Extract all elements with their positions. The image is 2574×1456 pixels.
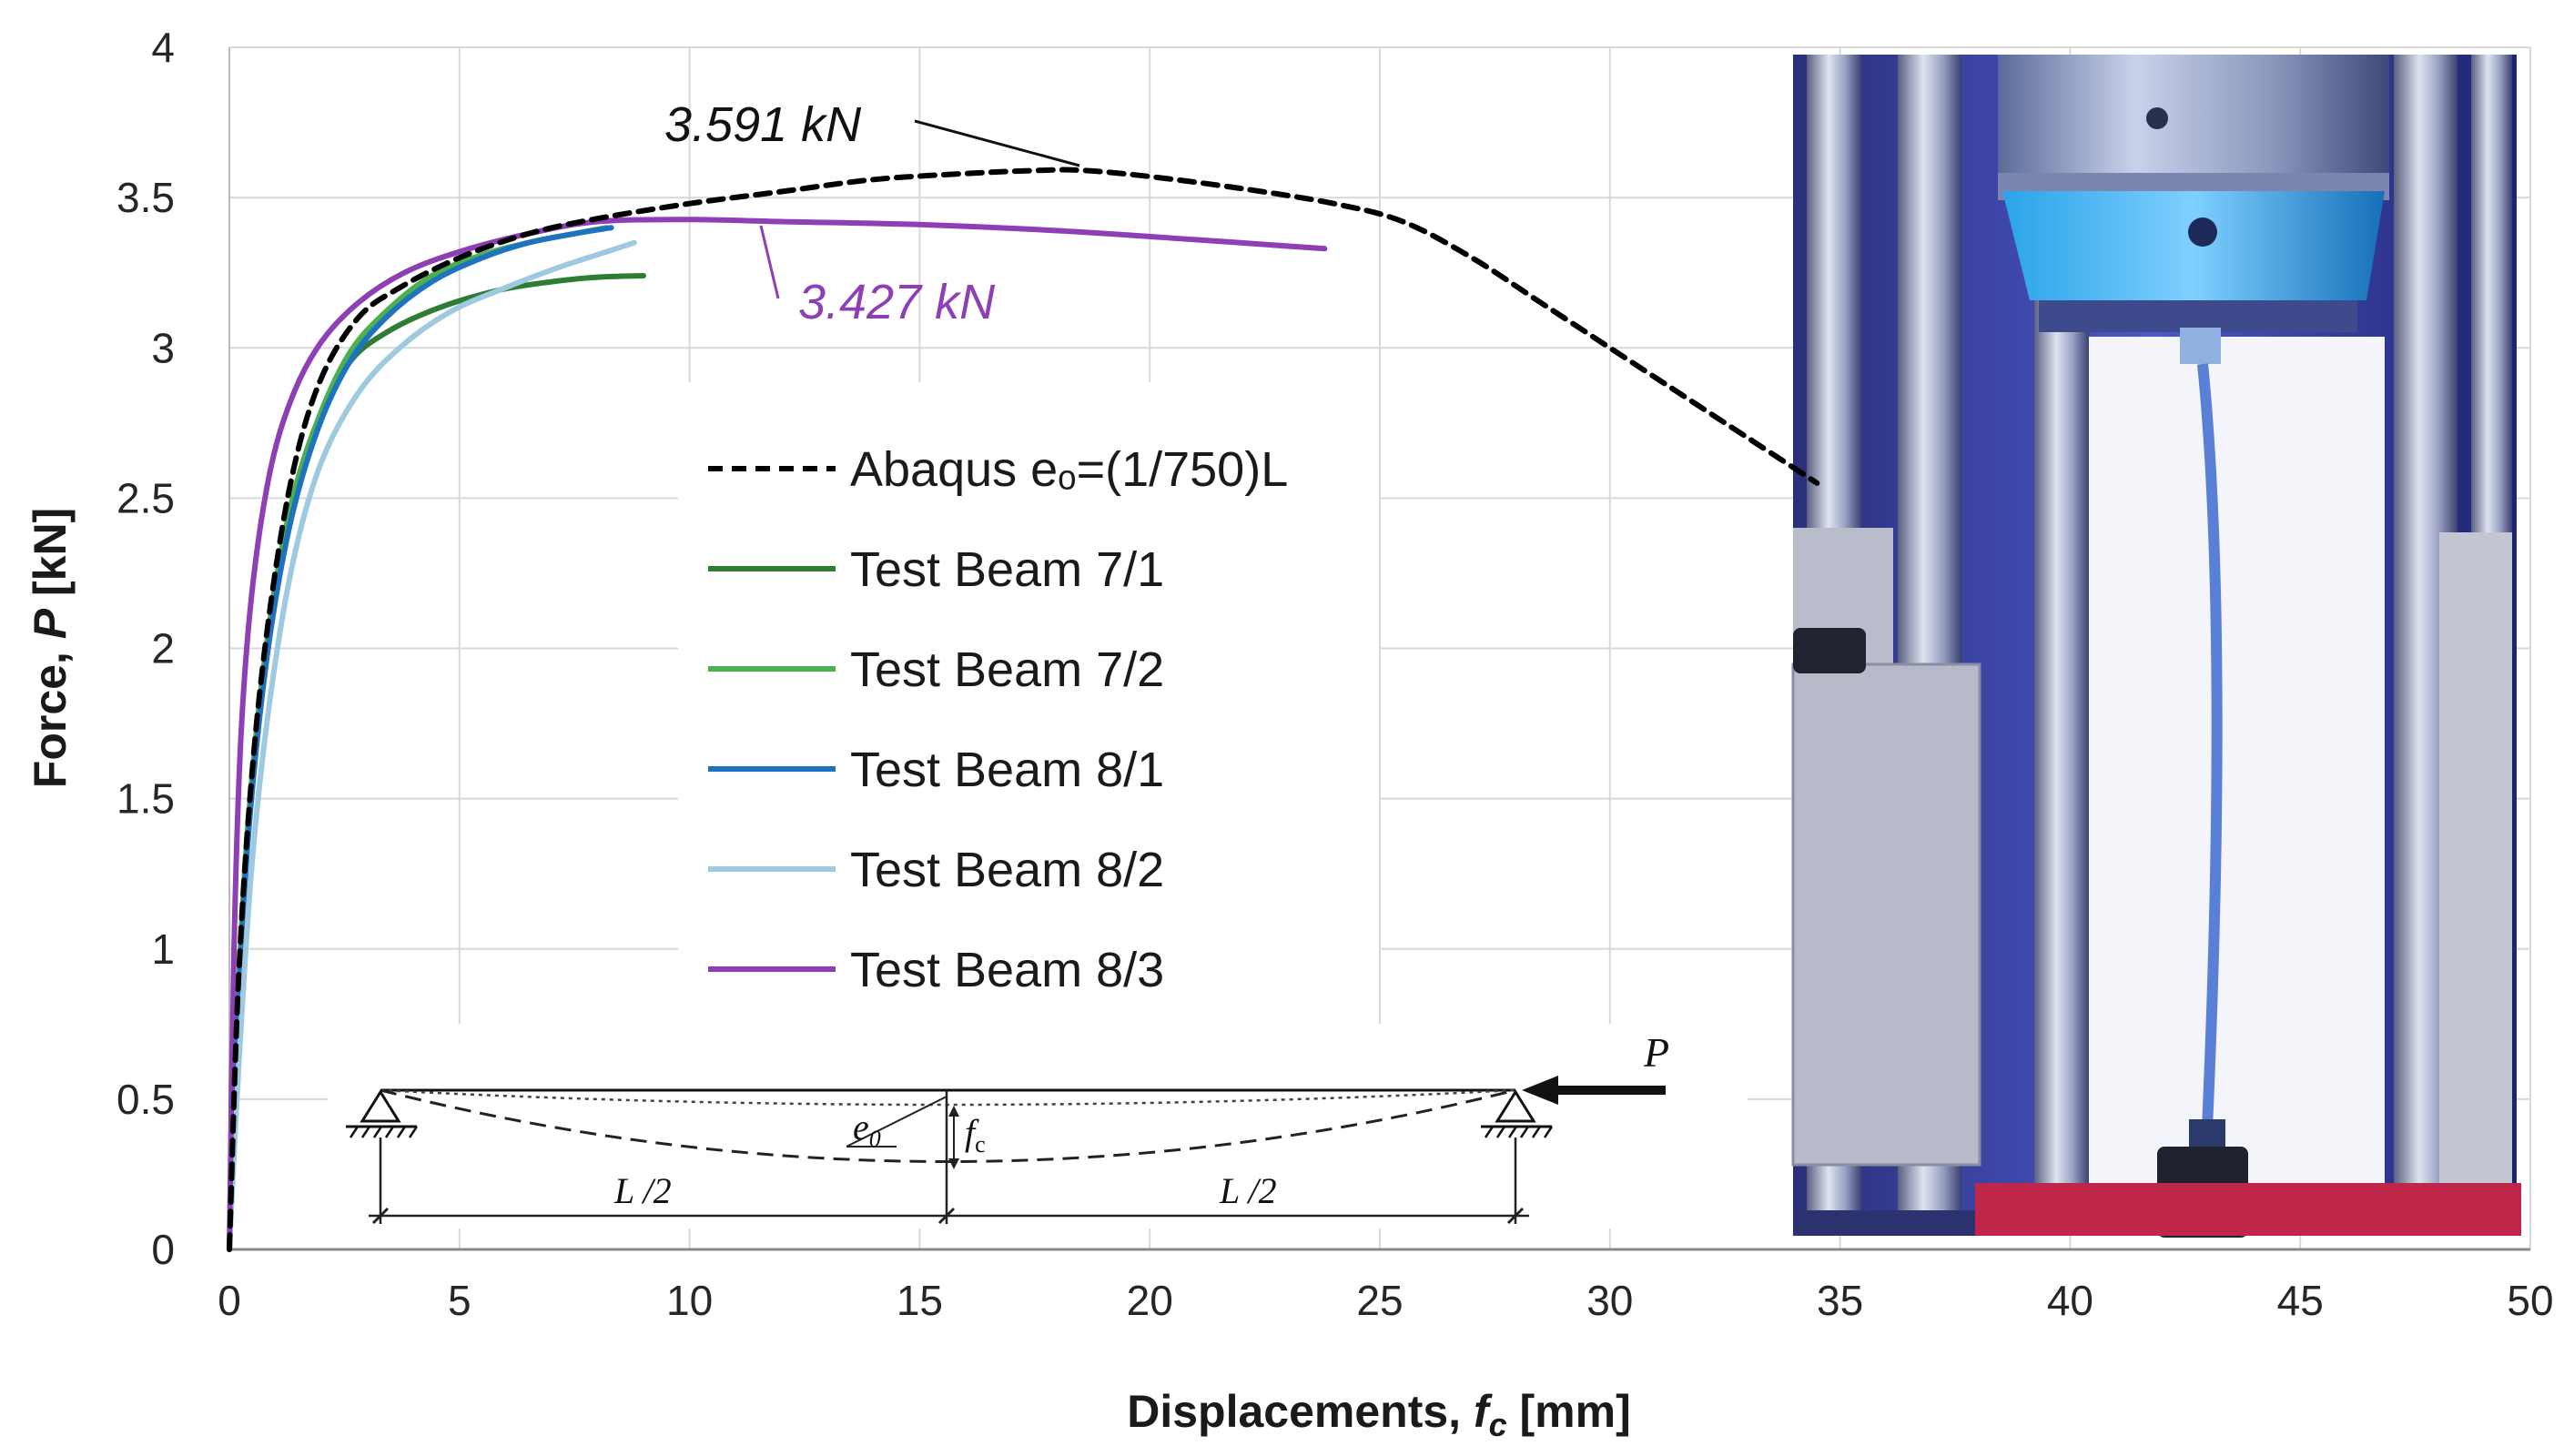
legend-box <box>678 382 1379 1046</box>
x-tick-labels: 0 5 10 15 20 25 30 35 40 45 50 <box>218 1277 2553 1324</box>
series-line-4 <box>227 239 637 1252</box>
x-tick-label: 15 <box>897 1277 943 1324</box>
x-tick-label: 50 <box>2507 1277 2553 1324</box>
x-tick-label: 20 <box>1127 1277 1173 1324</box>
y-tick-label: 1 <box>151 925 175 973</box>
right-support-icon <box>1481 1089 1554 1138</box>
annotation-abaqus: 3.591 kN <box>664 97 1080 167</box>
x-tick-label: 35 <box>1817 1277 1863 1324</box>
series-line-5 <box>227 217 1328 1252</box>
annotation-label-abaqus: 3.591 kN <box>664 97 862 152</box>
x-tick-label: 10 <box>666 1277 713 1324</box>
annotation-label-beam-8-3: 3.427 kN <box>798 275 996 329</box>
series-line-0 <box>227 167 1820 1252</box>
y-tick-label: 2 <box>151 625 175 672</box>
legend-label-2: Test Beam 7/2 <box>850 642 1164 697</box>
y-tick-labels: 0 0.5 1 1.5 2 2.5 3 3.5 4 <box>117 24 175 1273</box>
beam-diagram: P e0 fc L /2 L /2 <box>328 1024 1748 1228</box>
legend-label-3: Test Beam 8/1 <box>850 743 1164 797</box>
span-right-label: L /2 <box>1219 1170 1277 1211</box>
y-tick-label: 4 <box>151 24 175 71</box>
y-axis-label: Force, P [kN] <box>25 508 76 788</box>
x-tick-label: 25 <box>1356 1277 1403 1324</box>
left-support-icon <box>346 1089 419 1138</box>
x-axis-label: Displacements, fc [mm] <box>1127 1386 1631 1443</box>
legend-label-1: Test Beam 7/1 <box>850 542 1164 597</box>
series-group <box>227 167 1820 1252</box>
legend-label-0: Abaqus eₒ=(1/750)L <box>850 442 1288 497</box>
x-tick-label: 45 <box>2277 1277 2324 1324</box>
x-tick-label: 5 <box>448 1277 471 1324</box>
y-tick-label: 0.5 <box>117 1076 175 1123</box>
y-tick-label: 3 <box>151 324 175 371</box>
legend-label-4: Test Beam 8/2 <box>850 843 1164 897</box>
eccentricity-label: e0 <box>853 1107 881 1152</box>
y-tick-label: 0 <box>151 1226 175 1273</box>
x-tick-label: 40 <box>2047 1277 2093 1324</box>
span-left-label: L /2 <box>613 1170 672 1211</box>
legend-label-5: Test Beam 8/3 <box>850 943 1164 997</box>
test-rig-photo <box>1791 55 2521 1238</box>
y-tick-label: 2.5 <box>117 474 175 521</box>
load-arrow-icon <box>1522 1076 1666 1105</box>
x-tick-label: 30 <box>1586 1277 1633 1324</box>
y-tick-label: 1.5 <box>117 775 175 823</box>
annotation-beam-8-3: 3.427 kN <box>759 225 996 329</box>
x-tick-label: 0 <box>218 1277 241 1324</box>
y-tick-label: 3.5 <box>117 174 175 221</box>
legend: Abaqus eₒ=(1/750)L Test Beam 7/1 Test Beam… <box>678 382 1379 1046</box>
load-label: P <box>1643 1029 1669 1076</box>
